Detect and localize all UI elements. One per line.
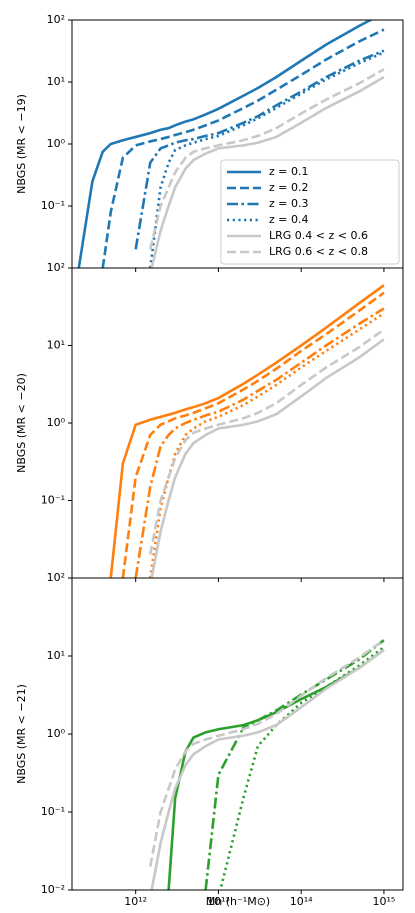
y-tick-label: 10⁻¹ <box>41 805 65 818</box>
legend-label: z = 0.1 <box>269 165 308 178</box>
y-tick-label: 10⁰ <box>47 137 66 150</box>
series-line <box>148 328 385 555</box>
y-tick-label: 10⁻¹ <box>41 199 65 212</box>
legend-label: LRG 0.6 < z < 0.8 <box>269 245 368 258</box>
legend-box <box>220 159 400 265</box>
y-tick-label: 10⁻¹ <box>41 494 65 507</box>
series-line <box>148 51 385 268</box>
y-axis-label: NBGS (MR < −20) <box>15 373 28 473</box>
series-line <box>134 49 385 250</box>
series-line <box>148 312 385 578</box>
series-line <box>218 646 385 890</box>
series-line <box>101 28 385 268</box>
legend-label: LRG 0.4 < z < 0.6 <box>269 229 368 242</box>
axes-frame <box>71 577 404 891</box>
y-tick-label: 10¹ <box>47 339 65 352</box>
x-axis-label: Mh (h⁻¹M⊙) <box>206 895 270 908</box>
series-line <box>148 639 385 867</box>
legend-label: z = 0.2 <box>269 181 308 194</box>
plot-area <box>109 284 385 578</box>
series-line <box>109 284 385 578</box>
series-line <box>121 291 385 578</box>
legend-label: z = 0.4 <box>269 213 308 226</box>
y-axis-label: NBGS (MR < −19) <box>15 94 28 194</box>
y-tick-label: 10⁰ <box>47 727 66 740</box>
y-tick-label: 10¹ <box>47 75 65 88</box>
x-tick-label: 10¹⁴ <box>290 895 313 908</box>
y-tick-label: 10¹ <box>47 649 65 662</box>
plot-area <box>148 639 385 890</box>
y-tick-label: 10² <box>47 261 65 274</box>
y-tick-label: 10⁰ <box>47 416 66 429</box>
legend-label: z = 0.3 <box>269 197 308 210</box>
series-line <box>150 75 385 268</box>
series-line <box>150 648 385 890</box>
x-tick-label: 10¹² <box>124 895 147 908</box>
y-tick-label: 10⁻² <box>41 883 65 896</box>
y-tick-label: 10² <box>47 571 65 584</box>
series-line <box>148 68 385 250</box>
series-line <box>134 307 385 578</box>
y-tick-label: 10² <box>47 13 65 26</box>
x-tick-label: 10¹⁵ <box>373 895 396 908</box>
series-line <box>150 338 385 578</box>
series-line <box>77 20 374 268</box>
series-line <box>204 639 385 890</box>
plot-area <box>77 20 385 268</box>
y-axis-label: NBGS (MR < −21) <box>15 684 28 784</box>
series-line <box>167 648 385 890</box>
x-tick-label: 10¹³ <box>207 895 230 908</box>
